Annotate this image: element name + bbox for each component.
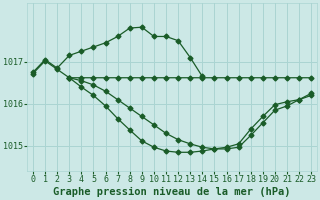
- X-axis label: Graphe pression niveau de la mer (hPa): Graphe pression niveau de la mer (hPa): [53, 187, 291, 197]
